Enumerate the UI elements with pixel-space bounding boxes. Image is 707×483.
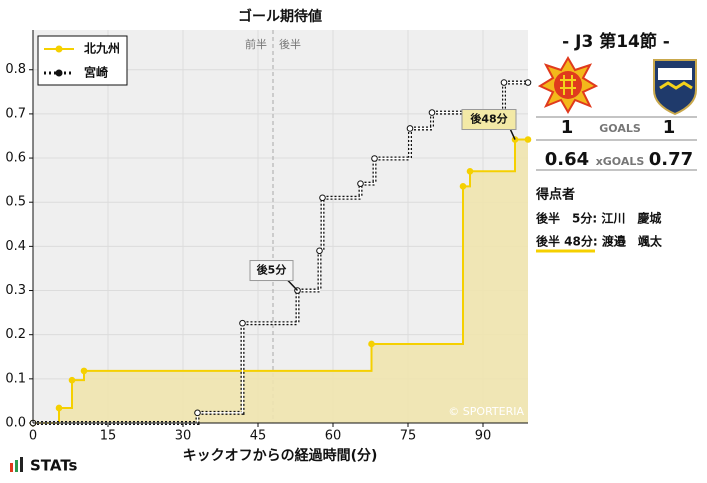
area-step bbox=[84, 370, 372, 423]
legend-label: 北九州 bbox=[84, 41, 120, 56]
x-tick-label: 75 bbox=[400, 429, 417, 444]
legend-marker bbox=[55, 45, 63, 53]
point bbox=[368, 340, 375, 348]
annotation-box bbox=[249, 260, 294, 282]
y-tick-label: 0.0 bbox=[5, 416, 26, 431]
point bbox=[55, 404, 63, 412]
annotation-arrow bbox=[509, 128, 516, 140]
home-goals: 1 bbox=[561, 117, 574, 138]
annotation-box bbox=[461, 109, 517, 131]
half-label: 前半 bbox=[245, 37, 267, 51]
point bbox=[524, 79, 532, 86]
area-step bbox=[515, 139, 528, 423]
area-step bbox=[470, 171, 515, 423]
point bbox=[371, 155, 378, 162]
point bbox=[428, 109, 436, 116]
away-xg: 0.77 bbox=[649, 149, 693, 170]
legend-marker bbox=[55, 69, 63, 77]
step-line-inner bbox=[360, 158, 376, 185]
x-tick-label: 30 bbox=[175, 429, 192, 444]
y-tick-label: 0.8 bbox=[5, 62, 26, 77]
point bbox=[524, 136, 532, 143]
area-step bbox=[72, 380, 84, 423]
goals-label: GOALS bbox=[599, 122, 641, 135]
chart-title: ゴール期待値 bbox=[238, 8, 322, 25]
x-axis-label: キックオフからの経過時間(分) bbox=[183, 447, 378, 464]
point bbox=[406, 125, 414, 132]
annotation: 後48分 bbox=[461, 109, 517, 140]
step-line-inner bbox=[197, 323, 244, 414]
area-step bbox=[463, 186, 470, 423]
home-xg: 0.64 bbox=[545, 149, 589, 170]
y-tick-label: 0.1 bbox=[5, 371, 26, 386]
x-tick-label: 60 bbox=[325, 429, 342, 444]
point bbox=[319, 194, 326, 202]
y-tick-label: 0.3 bbox=[5, 283, 26, 298]
away-logo bbox=[653, 59, 697, 116]
x-tick-label: 0 bbox=[29, 429, 37, 444]
area-step bbox=[59, 407, 72, 423]
point bbox=[466, 168, 474, 175]
point bbox=[357, 180, 364, 187]
y-tick-label: 0.2 bbox=[5, 327, 26, 342]
step-line-inner bbox=[242, 290, 299, 324]
brand-logo: STATs bbox=[10, 457, 78, 475]
step-line-inner bbox=[322, 183, 362, 199]
point bbox=[239, 319, 246, 327]
step-line bbox=[59, 380, 73, 409]
xg-label: xGOALS bbox=[596, 155, 645, 168]
x-tick-label: 45 bbox=[250, 429, 267, 444]
legend-label: 宮崎 bbox=[84, 65, 108, 80]
step-line-inner bbox=[374, 128, 411, 160]
y-tick-label: 0.6 bbox=[5, 151, 26, 166]
x-tick-label: 15 bbox=[100, 429, 117, 444]
annotation-text: 後48分 bbox=[470, 112, 507, 126]
step-line bbox=[371, 186, 464, 345]
point bbox=[194, 409, 201, 417]
scorer: 後半 5分: 江川 慶城 bbox=[536, 211, 661, 226]
credit: © SPORTERIA bbox=[448, 405, 524, 418]
point bbox=[459, 183, 467, 190]
point bbox=[80, 367, 88, 375]
step-line-inner bbox=[297, 250, 321, 292]
point bbox=[500, 79, 508, 86]
point bbox=[68, 376, 76, 384]
round-title: - J3 第14節 - bbox=[562, 31, 670, 52]
step-line-inner bbox=[410, 112, 433, 130]
scorer: 後半 48分: 渡邉 颯太 bbox=[536, 234, 663, 249]
annotation-arrow bbox=[286, 279, 299, 292]
point bbox=[316, 247, 323, 255]
brand-name: STATs bbox=[30, 457, 78, 475]
away-goals: 1 bbox=[663, 117, 676, 138]
area-step bbox=[371, 343, 463, 423]
half-label: 後半 bbox=[279, 37, 301, 51]
home-logo bbox=[537, 56, 599, 114]
step-line bbox=[470, 139, 516, 173]
step-line bbox=[84, 343, 373, 372]
annotation: 後5分 bbox=[249, 260, 299, 292]
y-tick-label: 0.5 bbox=[5, 195, 26, 210]
y-tick-label: 0.4 bbox=[5, 239, 26, 254]
y-tick-label: 0.7 bbox=[5, 106, 26, 121]
annotation-text: 後5分 bbox=[257, 263, 287, 277]
scorers-title: 得点者 bbox=[535, 187, 575, 203]
x-tick-label: 90 bbox=[475, 429, 492, 444]
legend-box bbox=[37, 35, 128, 86]
